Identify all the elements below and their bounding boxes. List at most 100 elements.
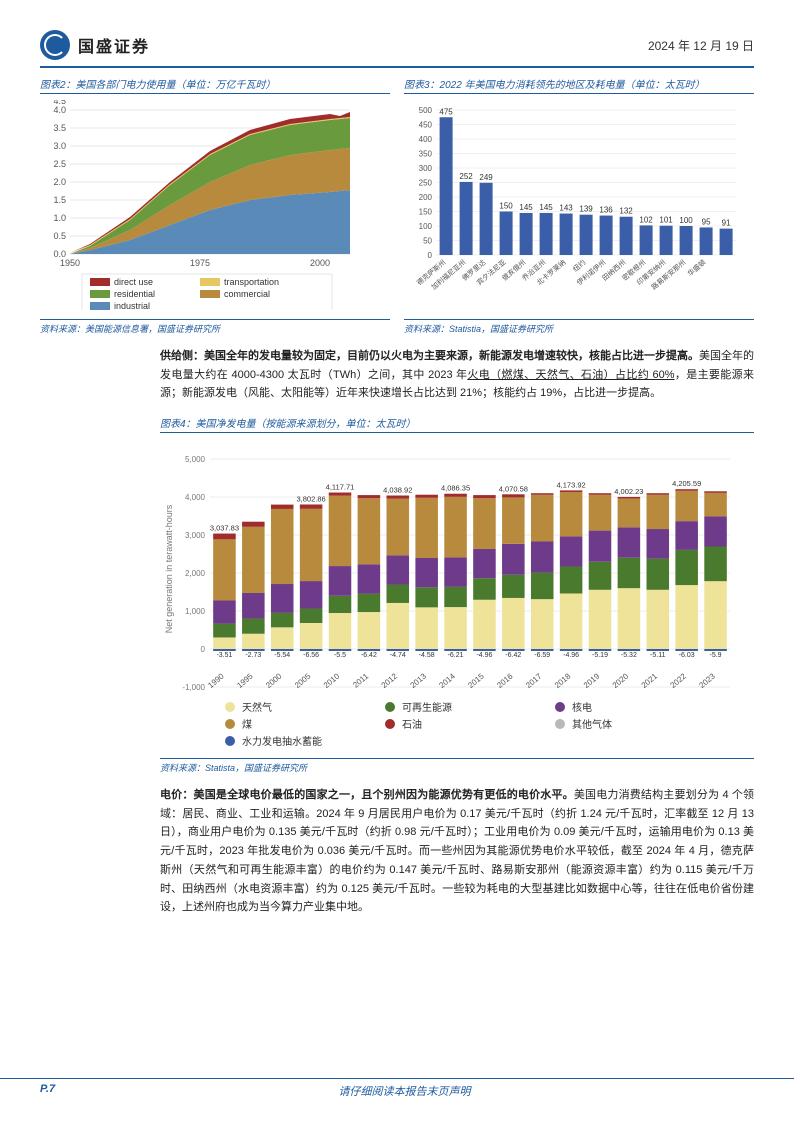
svg-text:-5.19: -5.19 bbox=[592, 652, 608, 659]
svg-text:华盛顿: 华盛顿 bbox=[686, 258, 708, 278]
chart2-container: 图表2：美国各部门电力使用量（单位：万亿千瓦时） 0.00 bbox=[40, 76, 390, 335]
svg-text:industrial: industrial bbox=[114, 301, 150, 310]
svg-text:4,086.35: 4,086.35 bbox=[441, 484, 470, 493]
svg-text:250: 250 bbox=[419, 179, 433, 188]
svg-text:4,173.92: 4,173.92 bbox=[557, 480, 586, 489]
svg-text:3,802.86: 3,802.86 bbox=[297, 495, 326, 504]
svg-text:4,000: 4,000 bbox=[185, 493, 206, 502]
svg-text:transportation: transportation bbox=[224, 277, 279, 287]
svg-text:核电: 核电 bbox=[572, 701, 592, 714]
svg-text:-6.42: -6.42 bbox=[361, 652, 377, 659]
svg-text:煤: 煤 bbox=[242, 718, 252, 731]
svg-text:100: 100 bbox=[679, 216, 693, 225]
svg-text:0.5: 0.5 bbox=[53, 231, 66, 241]
svg-text:475: 475 bbox=[439, 107, 453, 116]
svg-text:-5.5: -5.5 bbox=[334, 652, 346, 659]
svg-text:400: 400 bbox=[419, 135, 433, 144]
svg-text:-4.74: -4.74 bbox=[390, 652, 406, 659]
svg-text:direct use: direct use bbox=[114, 277, 153, 287]
chart3-title: 图表3：2022 年美国电力消耗领先的地区及耗电量（单位：太瓦时） bbox=[404, 76, 754, 94]
svg-text:132: 132 bbox=[619, 207, 633, 216]
svg-text:143: 143 bbox=[559, 204, 573, 213]
chart4-container: 图表4：美国净发电量（按能源来源划分，单位：太瓦时） -1,00001,0002… bbox=[160, 415, 754, 774]
svg-text:水力发电抽水蓄能: 水力发电抽水蓄能 bbox=[242, 735, 322, 748]
svg-text:2.5: 2.5 bbox=[53, 159, 66, 169]
svg-text:139: 139 bbox=[579, 205, 593, 214]
svg-text:91: 91 bbox=[722, 219, 731, 228]
svg-text:-2.73: -2.73 bbox=[245, 652, 261, 659]
svg-text:249: 249 bbox=[479, 173, 493, 182]
svg-text:-5.32: -5.32 bbox=[621, 652, 637, 659]
svg-text:1,000: 1,000 bbox=[185, 607, 206, 616]
svg-text:4,070.58: 4,070.58 bbox=[499, 484, 528, 493]
svg-text:-6.21: -6.21 bbox=[448, 652, 464, 659]
svg-text:3.5: 3.5 bbox=[53, 123, 66, 133]
svg-text:-5.9: -5.9 bbox=[710, 652, 722, 659]
logo: 国盛证券 bbox=[40, 30, 150, 60]
svg-text:-6.59: -6.59 bbox=[534, 652, 550, 659]
svg-text:4,002.23: 4,002.23 bbox=[614, 487, 643, 496]
svg-text:50: 50 bbox=[423, 237, 432, 246]
svg-text:-4.58: -4.58 bbox=[419, 652, 435, 659]
svg-text:0: 0 bbox=[201, 645, 206, 654]
svg-text:石油: 石油 bbox=[402, 718, 422, 731]
chart3-source: 资料来源：Statistia，国盛证券研究所 bbox=[404, 319, 754, 335]
header: 国盛证券 2024 年 12 月 19 日 bbox=[40, 30, 754, 68]
page-number: P.7 bbox=[40, 1083, 55, 1099]
svg-text:100: 100 bbox=[419, 222, 433, 231]
svg-text:其他气体: 其他气体 bbox=[572, 718, 612, 731]
chart2-svg: 0.00.51.0 1.52.02.5 3.03.54.0 4.5 195019… bbox=[40, 100, 380, 310]
chart2-title: 图表2：美国各部门电力使用量（单位：万亿千瓦时） bbox=[40, 76, 390, 94]
svg-text:commercial: commercial bbox=[224, 289, 270, 299]
svg-text:500: 500 bbox=[419, 106, 433, 115]
svg-text:150: 150 bbox=[419, 208, 433, 217]
svg-text:2,000: 2,000 bbox=[185, 569, 206, 578]
svg-text:可再生能源: 可再生能源 bbox=[402, 701, 452, 714]
paragraph-supply: 供给侧：美国全年的发电量较为固定，目前仍以火电为主要来源，新能源发电增速较快，核… bbox=[160, 347, 754, 403]
svg-text:5,000: 5,000 bbox=[185, 455, 206, 464]
svg-text:101: 101 bbox=[659, 216, 673, 225]
svg-text:1975: 1975 bbox=[190, 258, 210, 268]
paragraph-price: 电价：美国是全球电价最低的国家之一，且个别州因为能源优势有更低的电价水平。美国电… bbox=[160, 786, 754, 917]
svg-text:2.0: 2.0 bbox=[53, 177, 66, 187]
svg-text:252: 252 bbox=[459, 172, 473, 181]
chart4-svg: -1,00001,0002,0003,0004,0005,000 Net gen… bbox=[160, 439, 750, 749]
svg-text:4,117.71: 4,117.71 bbox=[326, 483, 355, 492]
svg-text:3.0: 3.0 bbox=[53, 141, 66, 151]
svg-text:4,038.92: 4,038.92 bbox=[383, 486, 412, 495]
svg-text:200: 200 bbox=[419, 193, 433, 202]
svg-text:-4.96: -4.96 bbox=[563, 652, 579, 659]
chart3-svg: 0 50 100 150 200 250 300 350 400 450 500 475 252 249… bbox=[404, 100, 744, 310]
svg-text:residential: residential bbox=[114, 289, 155, 299]
svg-text:3,037.83: 3,037.83 bbox=[210, 524, 239, 533]
svg-text:145: 145 bbox=[519, 203, 533, 212]
svg-text:1950: 1950 bbox=[60, 258, 80, 268]
svg-text:-3.51: -3.51 bbox=[216, 652, 232, 659]
svg-text:天然气: 天然气 bbox=[242, 701, 272, 714]
svg-text:-5.11: -5.11 bbox=[650, 652, 666, 659]
footer-disclaimer: 请仔细阅读本报告末页声明 bbox=[339, 1083, 471, 1099]
chart3-container: 图表3：2022 年美国电力消耗领先的地区及耗电量（单位：太瓦时） 0 50 100… bbox=[404, 76, 754, 335]
svg-text:-6.03: -6.03 bbox=[679, 652, 695, 659]
svg-text:350: 350 bbox=[419, 150, 433, 159]
svg-text:-6.42: -6.42 bbox=[505, 652, 521, 659]
svg-text:0: 0 bbox=[428, 251, 433, 260]
svg-text:450: 450 bbox=[419, 121, 433, 130]
svg-text:145: 145 bbox=[539, 203, 553, 212]
svg-text:4.0: 4.0 bbox=[53, 105, 66, 115]
svg-text:95: 95 bbox=[702, 217, 711, 226]
svg-text:1.0: 1.0 bbox=[53, 213, 66, 223]
svg-text:Net generation in terawatt-hou: Net generation in terawatt-hours bbox=[164, 504, 174, 633]
svg-text:3,000: 3,000 bbox=[185, 531, 206, 540]
svg-text:150: 150 bbox=[499, 202, 513, 211]
svg-text:300: 300 bbox=[419, 164, 433, 173]
report-date: 2024 年 12 月 19 日 bbox=[648, 37, 754, 54]
svg-text:-6.56: -6.56 bbox=[303, 652, 319, 659]
chart4-title: 图表4：美国净发电量（按能源来源划分，单位：太瓦时） bbox=[160, 415, 754, 433]
chart2-source: 资料来源：美国能源信息署，国盛证券研究所 bbox=[40, 319, 390, 335]
svg-text:1.5: 1.5 bbox=[53, 195, 66, 205]
svg-text:102: 102 bbox=[639, 215, 653, 224]
svg-text:136: 136 bbox=[599, 206, 613, 215]
footer: P.7 请仔细阅读本报告末页声明 bbox=[0, 1078, 794, 1099]
svg-text:-4.96: -4.96 bbox=[476, 652, 492, 659]
